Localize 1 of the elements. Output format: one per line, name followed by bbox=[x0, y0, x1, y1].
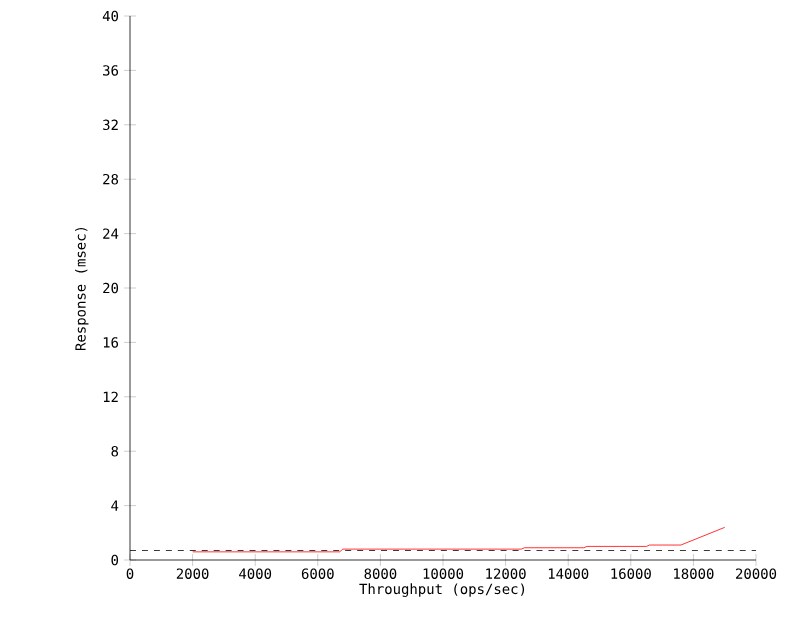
line-series bbox=[192, 526, 726, 553]
